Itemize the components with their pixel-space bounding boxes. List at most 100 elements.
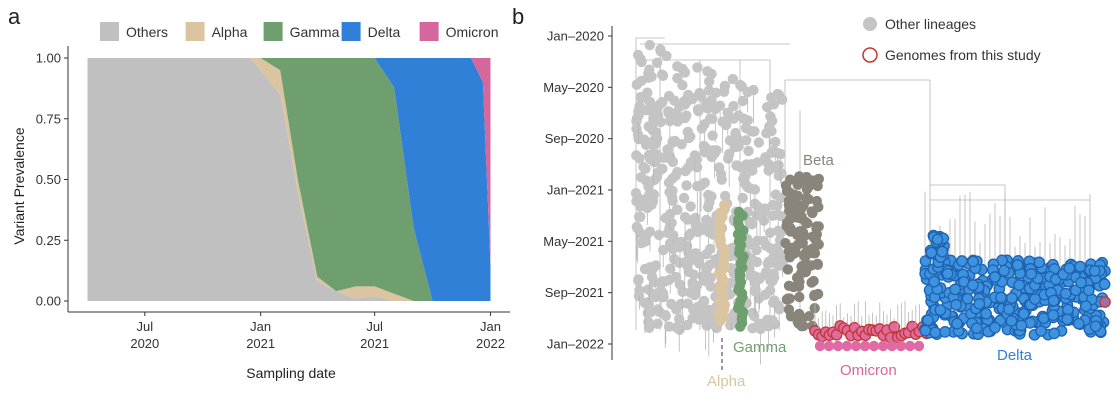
- point-delta: [967, 279, 979, 291]
- legend-other-lineages-label: Other lineages: [885, 16, 976, 32]
- point-other-lineage: [766, 147, 777, 158]
- panel-b-ytick-label: Jan–2021: [547, 183, 604, 198]
- point-beta: [794, 291, 805, 303]
- point-beta: [782, 264, 794, 275]
- point-other-lineage: [702, 103, 713, 114]
- panel-b-ytick-label: Jan–2022: [547, 337, 604, 352]
- legend-others-swatch: [100, 22, 119, 41]
- point-delta: [1074, 260, 1087, 273]
- panel-a-xtick-year: 2020: [130, 336, 159, 351]
- point-other-lineage: [665, 208, 676, 220]
- point-other-lineage: [773, 209, 784, 220]
- point-other-lineage: [681, 180, 692, 191]
- point-beta: [803, 181, 814, 192]
- point-delta: [973, 298, 986, 310]
- panel-a-ytick-label: 0.75: [36, 111, 61, 126]
- point-other-lineage: [727, 73, 739, 85]
- panel-b-ytick-label: Jan–2020: [547, 29, 604, 44]
- point-other-lineage: [663, 106, 674, 117]
- point-delta: [1035, 325, 1047, 337]
- point-other-lineage: [657, 97, 668, 108]
- point-delta: [989, 321, 1001, 334]
- point-other-lineage: [633, 275, 644, 286]
- point-beta: [808, 248, 819, 259]
- area-gamma: [87, 58, 491, 301]
- point-gamma: [734, 321, 746, 332]
- point-other-lineage: [700, 313, 711, 325]
- panel-a-xtick-label: Jul: [137, 319, 154, 334]
- point-other-lineage: [750, 286, 761, 297]
- point-delta: [1080, 300, 1092, 312]
- point-other-lineage: [719, 80, 731, 92]
- point-other-lineage: [748, 84, 759, 96]
- panel-b-axis: Jan–2020 May–2020 Sep–2020 Jan–2021 May–2021…: [543, 26, 613, 360]
- point-delta: [1037, 312, 1050, 325]
- point-omicron: [904, 340, 916, 352]
- point-other-lineage: [667, 185, 678, 196]
- point-other-lineage: [741, 159, 752, 170]
- point-other-lineage: [667, 195, 678, 206]
- point-omicron: [832, 340, 844, 352]
- point-other-lineage: [660, 310, 671, 322]
- point-other-lineage: [663, 321, 675, 332]
- point-other-lineage: [690, 248, 701, 259]
- point-other-lineage: [701, 263, 713, 274]
- panel-a-ytick-label: 1.00: [36, 51, 61, 66]
- point-other-lineage: [738, 173, 749, 185]
- point-other-lineage: [707, 130, 718, 141]
- point-beta: [811, 223, 822, 234]
- point-other-lineage: [774, 304, 785, 315]
- panel-a-xtick-label: Jan: [480, 319, 501, 334]
- point-other-lineage: [679, 212, 691, 223]
- point-other-lineage: [631, 123, 642, 134]
- point-other-lineage: [632, 223, 643, 234]
- point-other-lineage: [761, 128, 772, 139]
- panel-a-xtick-year: 2021: [246, 336, 275, 351]
- point-other-lineage: [650, 138, 662, 149]
- point-other-lineage: [651, 57, 663, 68]
- point-other-lineage: [646, 271, 658, 283]
- point-omicron: [850, 340, 862, 352]
- point-delta: [1047, 294, 1060, 307]
- point-other-lineage: [706, 151, 717, 163]
- point-other-lineage: [732, 134, 743, 145]
- point-other-lineage: [631, 196, 642, 207]
- point-other-lineage: [770, 136, 781, 148]
- point-delta: [1013, 279, 1026, 291]
- point-beta: [808, 275, 819, 287]
- point-other-lineage: [682, 319, 693, 331]
- point-other-lineage: [647, 125, 659, 136]
- point-delta: [1029, 293, 1041, 305]
- point-omicron: [814, 340, 826, 352]
- panel-a-letter: a: [8, 4, 21, 29]
- point-other-lineage: [767, 199, 779, 211]
- point-other-lineage: [652, 167, 664, 178]
- point-other-lineage: [698, 140, 710, 152]
- point-delta: [929, 326, 942, 339]
- point-delta: [925, 246, 938, 259]
- legend-omicron-swatch: [419, 22, 439, 41]
- point-delta: [919, 324, 932, 337]
- point-omicron: [868, 340, 880, 352]
- point-other-lineage: [643, 181, 654, 192]
- point-other-lineage: [646, 105, 658, 116]
- point-other-lineage: [743, 145, 754, 157]
- point-other-lineage: [671, 304, 682, 315]
- point-other-lineage: [737, 95, 748, 107]
- point-delta: [931, 233, 944, 246]
- point-other-lineage: [753, 137, 765, 148]
- point-beta: [781, 294, 793, 305]
- panel-a-xtick-label: Jan: [250, 319, 271, 334]
- point-beta: [788, 281, 799, 293]
- point-omicron: [859, 340, 871, 352]
- panel-a-plot: 0.00 0.25 0.50 0.75 1.00 Jul 2020 Jan 2021 Jul 202…: [36, 46, 510, 351]
- point-delta: [1075, 276, 1087, 289]
- point-delta: [951, 317, 963, 330]
- point-other-lineage: [689, 150, 701, 161]
- point-other-lineage: [657, 70, 669, 82]
- point-omicron: [877, 340, 889, 352]
- point-other-lineage: [646, 199, 657, 210]
- panel-a-ytick-label: 0.00: [36, 294, 61, 309]
- point-other-lineage: [685, 201, 696, 212]
- point-other-lineage: [699, 177, 710, 188]
